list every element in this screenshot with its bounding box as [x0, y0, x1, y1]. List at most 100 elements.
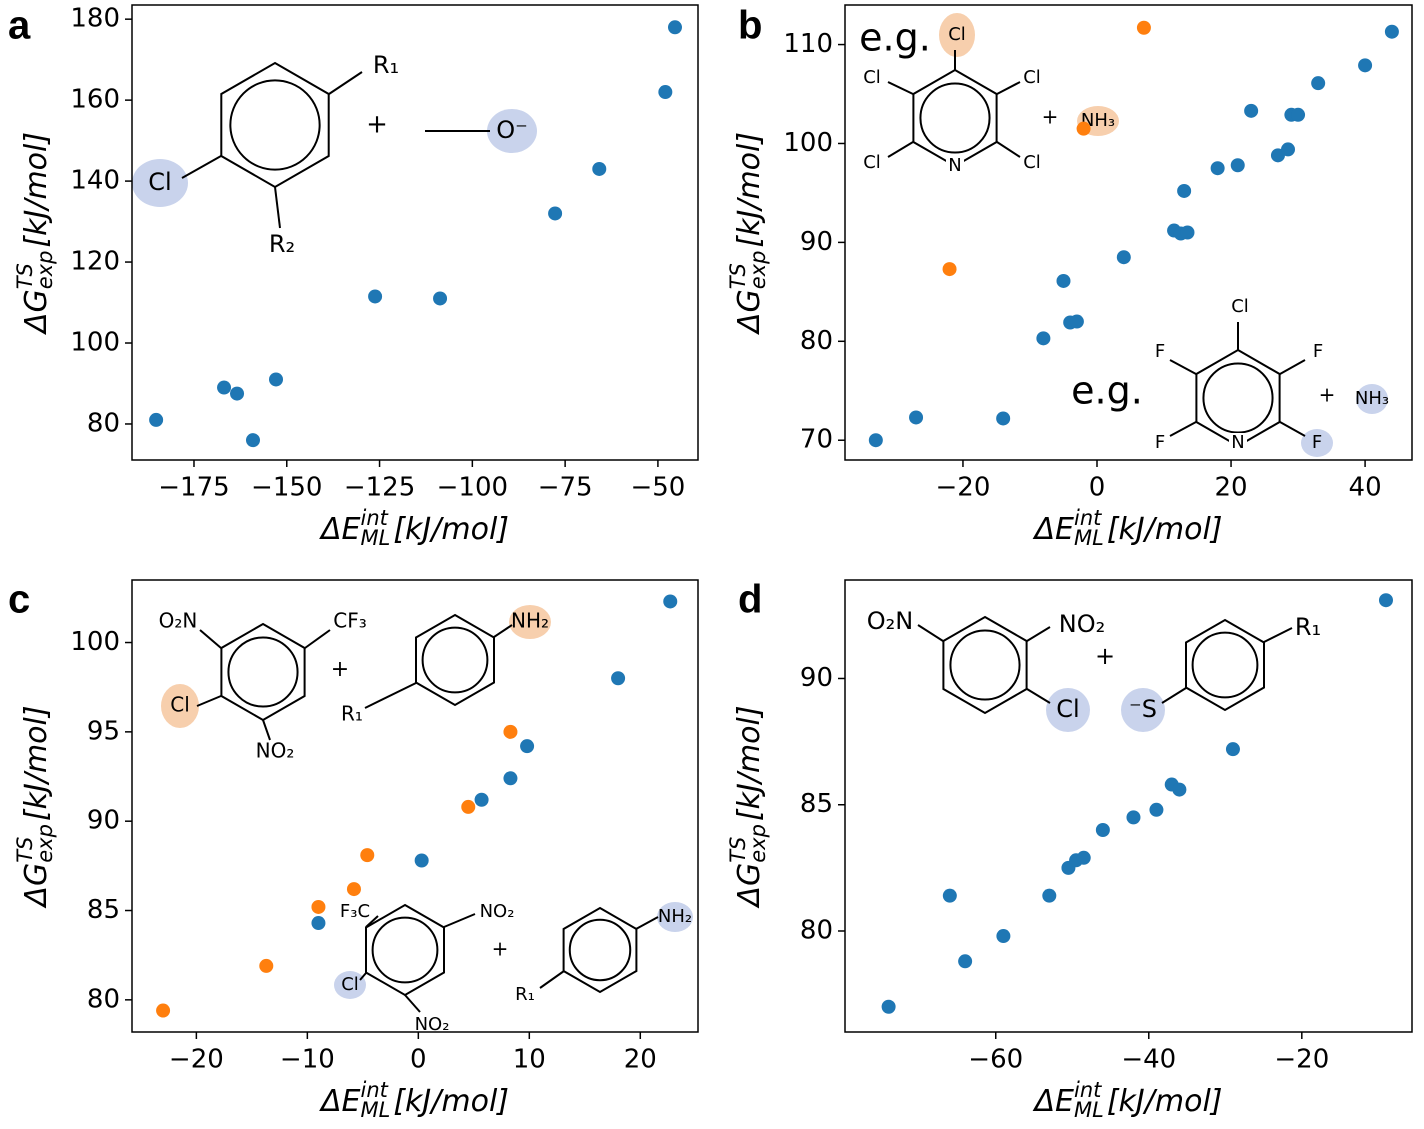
y-tick-label: 80 [800, 326, 833, 356]
data-point [1095, 822, 1110, 837]
x-tick-label: −175 [158, 473, 229, 503]
axis-symbol: ΔE [1033, 512, 1075, 547]
x-tick-label: −125 [344, 473, 415, 503]
inset-label: F₃C [340, 901, 370, 922]
bond [1026, 688, 1051, 704]
y-tick-label: 80 [800, 915, 833, 945]
data-point [149, 412, 164, 427]
axis-sub: exp [746, 251, 770, 290]
bond [196, 695, 222, 707]
inset-label: F [1312, 432, 1322, 453]
bond [539, 970, 565, 989]
data-point [1136, 20, 1151, 35]
inset-label: F [1313, 341, 1323, 362]
x-tick-label: −50 [630, 473, 685, 503]
y-tick-label: 90 [800, 663, 833, 693]
label-bg [946, 156, 964, 176]
inset-label: NO₂ [415, 1014, 450, 1035]
y-tick-label: 120 [70, 247, 120, 277]
x-tick-label: 10 [513, 1045, 546, 1075]
x-tick-label: −75 [538, 473, 593, 503]
inset-label: R₁ [1295, 613, 1321, 641]
data-point [1069, 314, 1084, 329]
bond [887, 81, 914, 95]
highlight [1301, 429, 1333, 457]
y-tick-label: 95 [87, 716, 120, 746]
bond [181, 155, 222, 179]
data-point [269, 372, 284, 387]
inset-label: R₁ [373, 51, 399, 79]
bond [917, 624, 944, 642]
axis-unit: [kJ/mol] [393, 512, 509, 547]
inset-label: Cl [1023, 152, 1041, 173]
bond [1169, 421, 1197, 437]
data-point [433, 291, 448, 306]
axis-label: ΔEMLint [kJ/mol] [319, 506, 509, 550]
axes-frame [131, 4, 699, 461]
inset-label: Cl [170, 693, 190, 717]
axis-symbol: ΔG [19, 289, 54, 335]
data-point [156, 1003, 171, 1018]
bond [996, 81, 1021, 95]
panel-label: a [8, 4, 31, 48]
bond [359, 972, 367, 981]
highlight [334, 971, 366, 999]
inset-label: ⁻S [1129, 695, 1157, 723]
axes-frame [131, 579, 699, 1033]
y-tick-label: 160 [70, 85, 120, 115]
ring-inner [1202, 362, 1274, 434]
data-point [217, 380, 232, 395]
bond [443, 913, 476, 928]
data-point [311, 916, 326, 931]
inset-label: R₂ [269, 230, 295, 258]
inset-label: N [948, 155, 961, 176]
ring-inner [1191, 631, 1259, 699]
axis-sub: ML [1074, 526, 1104, 550]
bond [404, 994, 421, 1013]
axis-sup: TS [13, 263, 37, 289]
inset-label: + [1095, 642, 1115, 670]
data-point [611, 671, 626, 686]
inset-label: O⁻ [496, 116, 528, 144]
data-point [1358, 58, 1373, 73]
axis-sup: int [1074, 506, 1102, 530]
axis-sub: exp [746, 824, 770, 863]
ring-inner [919, 82, 991, 154]
axis-unit: [kJ/mol] [19, 132, 54, 248]
x-tick-label: −20 [936, 473, 991, 503]
bond [199, 629, 222, 649]
y-tick-label: 100 [783, 128, 833, 158]
data-point [245, 433, 260, 448]
y-tick-label: 70 [800, 425, 833, 455]
inset-label: NO₂ [256, 739, 295, 763]
inset-label: + [492, 937, 509, 961]
inset-label: O₂N [867, 607, 913, 635]
y-tick-label: 140 [70, 166, 120, 196]
data-point [1177, 183, 1192, 198]
y-tick-label: 85 [87, 895, 120, 925]
x-tick-label: 0 [1089, 473, 1106, 503]
axis-unit: [kJ/mol] [732, 132, 767, 248]
data-point [1076, 850, 1091, 865]
inset-label: Cl [1023, 67, 1041, 88]
data-point [230, 386, 245, 401]
data-point [1291, 107, 1306, 122]
bond [304, 629, 331, 649]
ring [942, 615, 1028, 715]
inset-label: + [331, 657, 349, 682]
data-point [1042, 888, 1057, 903]
highlight [487, 109, 537, 153]
axis-sub: exp [33, 824, 57, 863]
data-point [1281, 142, 1296, 157]
axis-sup: TS [13, 837, 37, 863]
x-tick-label: −20 [169, 1045, 224, 1075]
data-point [346, 882, 361, 897]
inset-label: Cl [863, 152, 881, 173]
ring-inner [371, 916, 439, 984]
axis-symbol: ΔG [732, 289, 767, 335]
inset-label: NO₂ [480, 901, 515, 922]
data-point [461, 799, 476, 814]
axis-sup: int [361, 506, 389, 530]
inset-label: e.g. [1071, 369, 1143, 413]
